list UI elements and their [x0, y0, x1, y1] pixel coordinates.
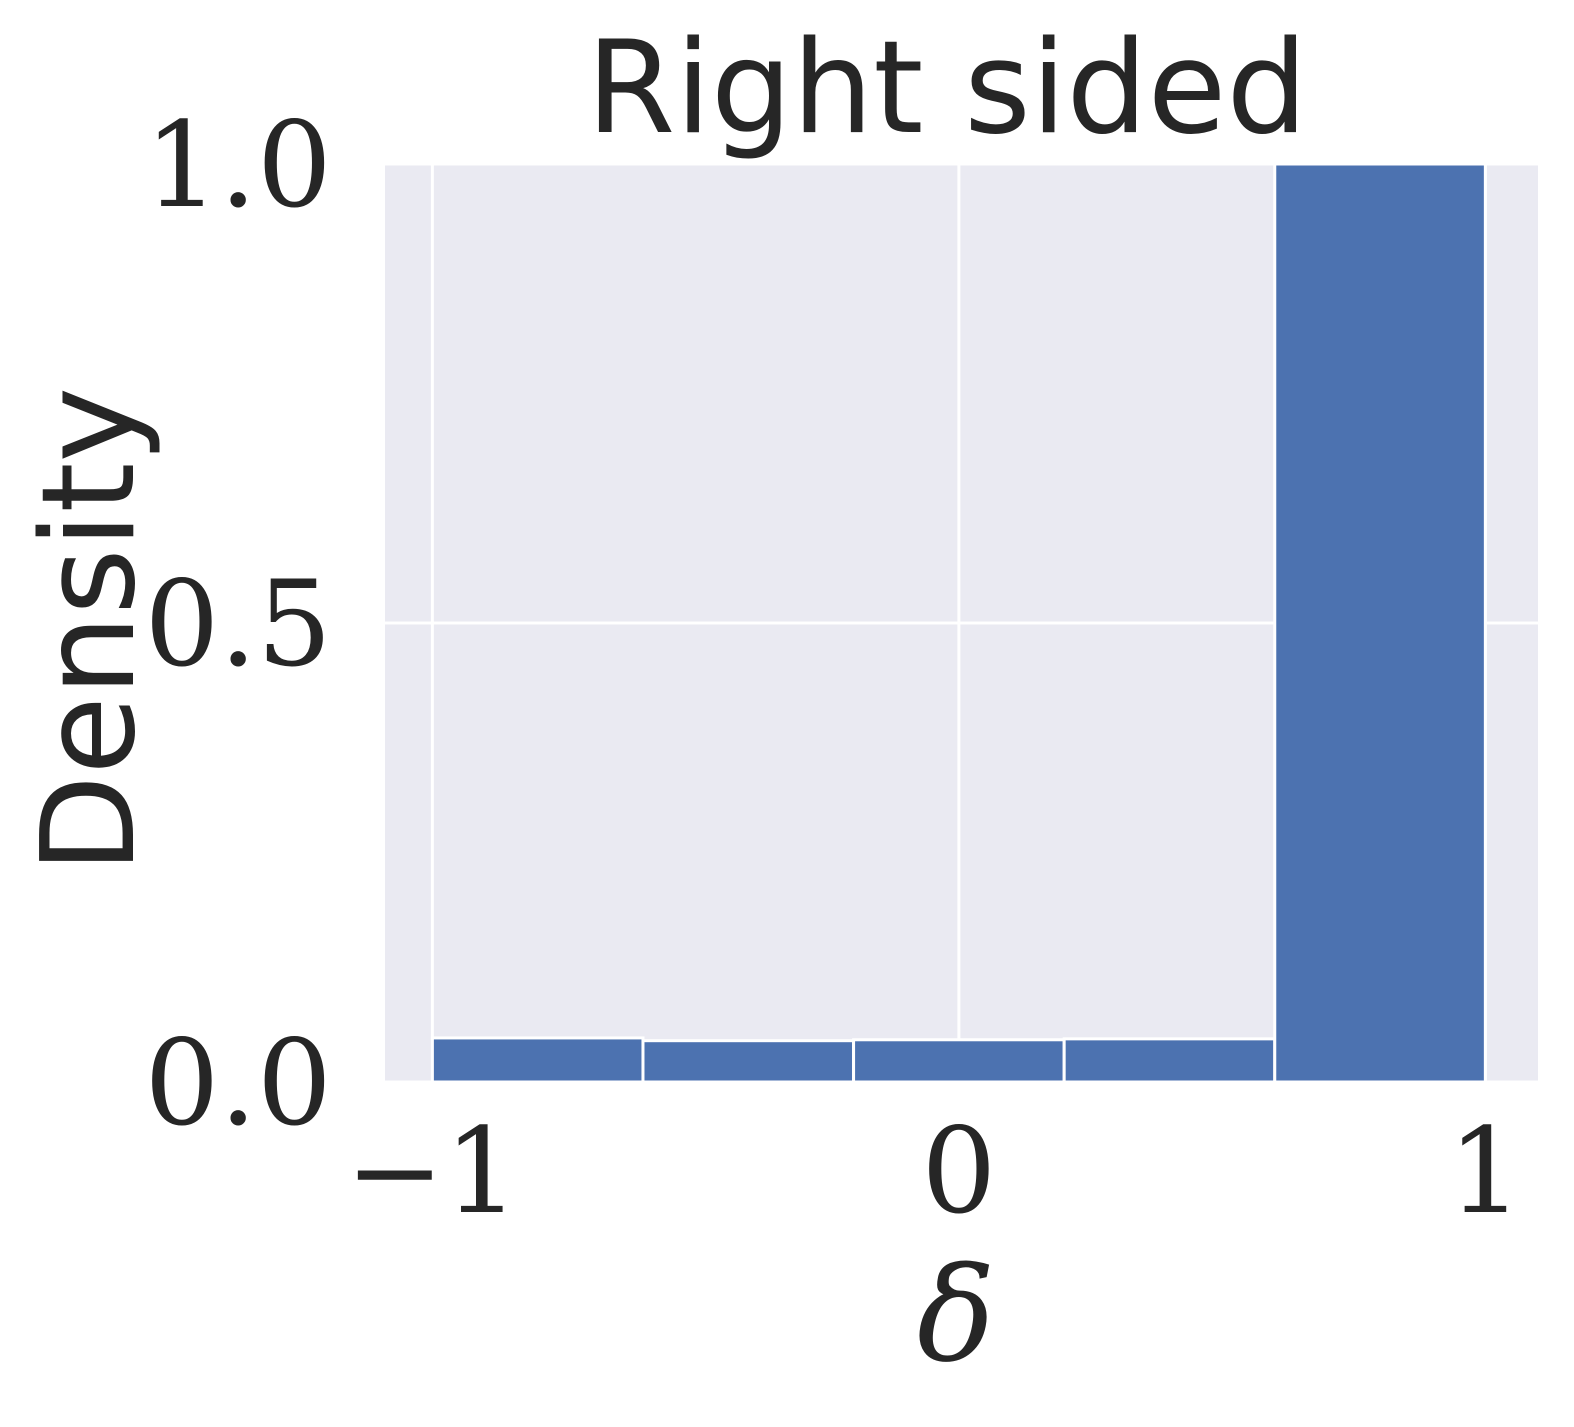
y-axis-label: Density: [15, 387, 164, 874]
histogram-bar: [852, 1038, 1066, 1084]
tick-labels: −1 0 1 0.0 0.5 1.0: [144, 96, 1523, 1240]
bars: [430, 162, 1487, 1084]
histogram-bar: [1062, 1037, 1277, 1084]
chart-title: Right sided: [586, 14, 1307, 163]
y-tick-label: 0.0: [144, 1014, 332, 1152]
histogram-bar: [1273, 162, 1487, 1084]
histogram-bar: [430, 1036, 645, 1084]
histogram-bar: [641, 1039, 856, 1084]
y-tick-label: 1.0: [144, 96, 332, 234]
x-tick-label: 0: [921, 1102, 996, 1240]
x-tick-label: 1: [1448, 1102, 1523, 1240]
x-axis-label: δ: [917, 1239, 995, 1391]
x-tick-label: −1: [345, 1102, 519, 1240]
y-tick-label: 0.5: [144, 555, 332, 693]
